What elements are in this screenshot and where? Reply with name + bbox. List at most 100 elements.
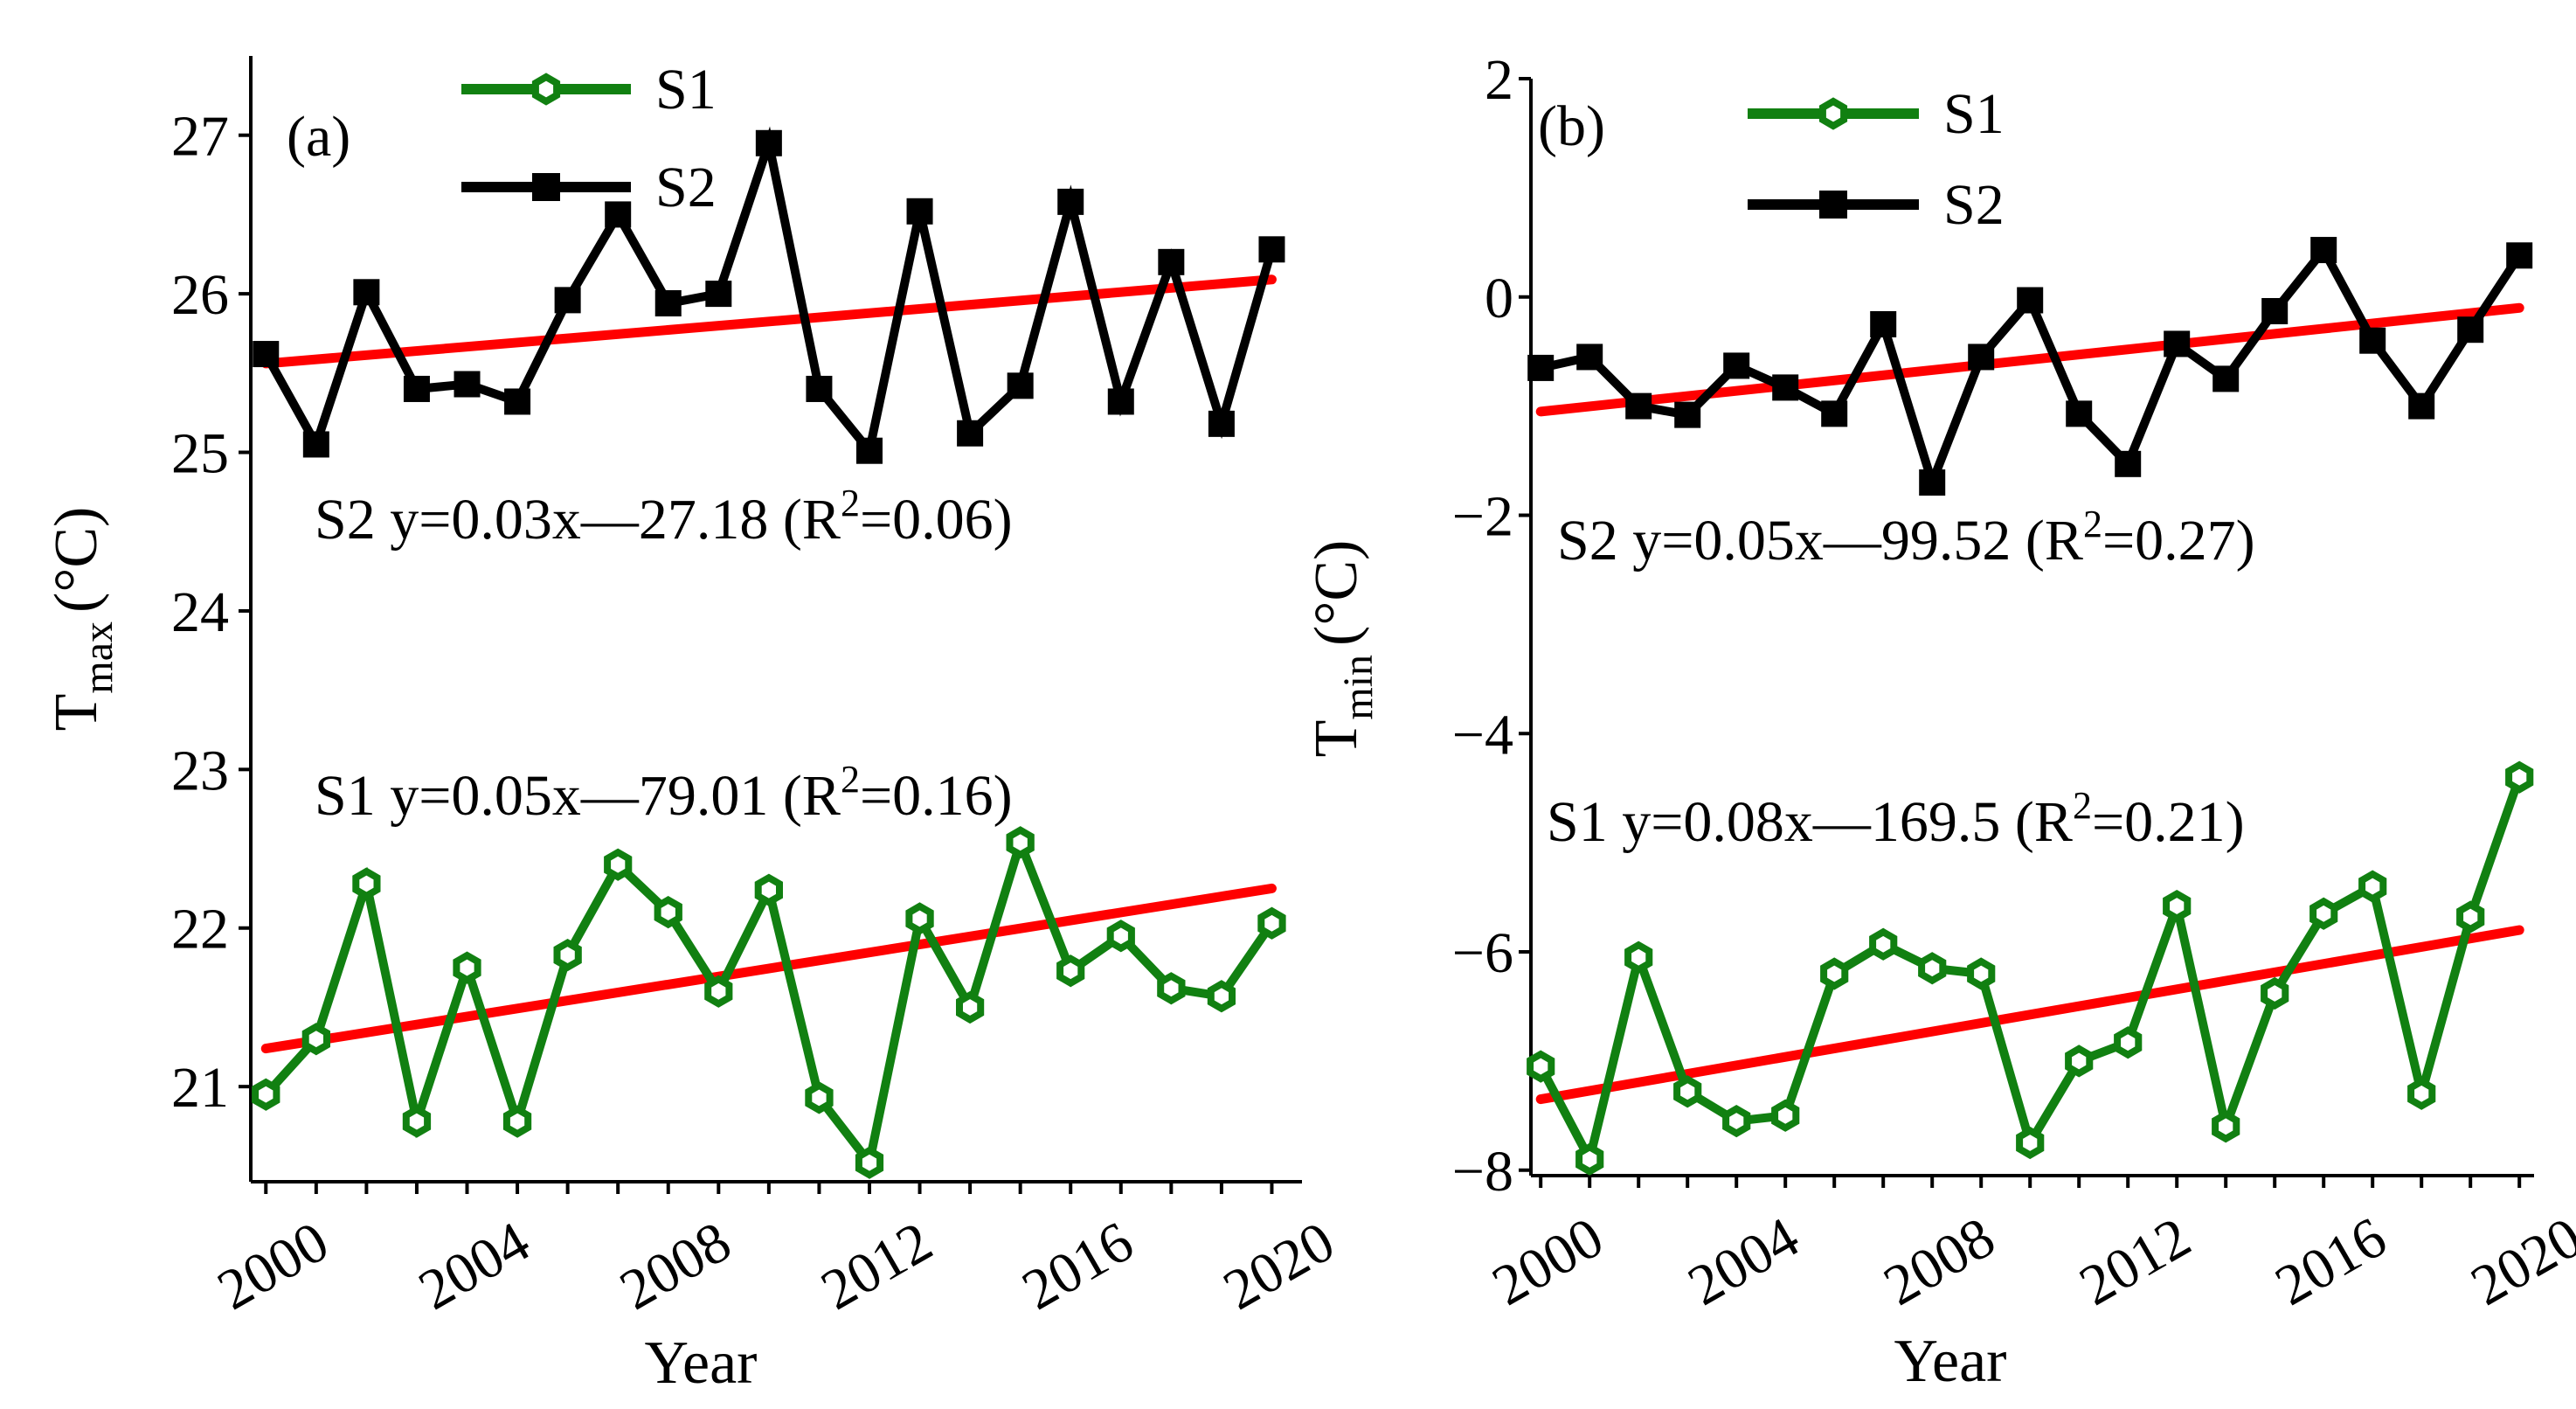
panel-a-s1-point-2006 [553, 938, 582, 972]
panel-b-legend-s2-marker [1819, 191, 1847, 219]
panel-b-y-tick-label: 0 [1485, 267, 1513, 330]
panel-b-s1-point-2011 [2065, 1045, 2094, 1078]
panel-b-x-tick-label: 2016 [2265, 1205, 2397, 1318]
panel-a-legend-s1-marker [531, 73, 561, 106]
panel-b-s2-point-2017 [2359, 327, 2386, 354]
panel-b-s2-point-2013 [2164, 330, 2191, 357]
panel-a-s2-point-2008 [654, 289, 682, 316]
panel-a-s1-point-2009 [704, 975, 733, 1008]
panel-a-s1-point-2001 [301, 1023, 330, 1056]
panel-b-x-tick-label: 2004 [1678, 1205, 1810, 1318]
panel-a-x-ticks: 2000 2004 2008 2012 2016 2020 [207, 1182, 1345, 1322]
panel-b-s1-point-2009 [1967, 957, 1996, 990]
panel-b-s1-point-2017 [2358, 870, 2387, 903]
panel-b-s2-point-2009 [1968, 344, 1995, 371]
panel-a-x-tick-label: 2020 [1213, 1210, 1345, 1322]
panel-b-s2-point-2016 [2310, 237, 2337, 264]
panel-a-s2-point-2006 [554, 287, 581, 314]
panel-a-s2-point-2017 [1107, 388, 1134, 415]
panel-a-s1-point-2013 [905, 902, 934, 935]
panel-b-series [1527, 237, 2534, 1176]
panel-a-s2-point-2016 [1057, 188, 1084, 215]
panel-a-y-tick-label: 25 [171, 422, 229, 486]
panel-b-s2-point-2005 [1772, 374, 1799, 401]
panel-b-legend-s1-marker [1818, 97, 1848, 130]
panel-a-s2-point-2015 [1007, 372, 1034, 399]
panel-b-s2-point-2015 [2261, 297, 2289, 324]
panel-a-s1-point-2018 [1157, 972, 1186, 1005]
panel-b-s2-point-2002 [1625, 392, 1652, 420]
panel-b-s1-point-2001 [1575, 1142, 1604, 1176]
panel-a-legend-s2-marker [532, 173, 560, 201]
panel-a-s2-point-2000 [253, 341, 280, 368]
panel-a-s1-point-2017 [1106, 920, 1135, 953]
panel-a-s1-point-2019 [1207, 980, 1236, 1013]
panel-a-s1-point-2010 [754, 873, 783, 906]
panel-a-legend-s1-label: S1 [655, 58, 717, 121]
panel-b-s1-point-2006 [1820, 957, 1849, 990]
panel-a-s1-point-2012 [855, 1146, 884, 1179]
panel-b-s1-point-2007 [1869, 927, 1898, 961]
panel-a-s1-point-2003 [402, 1105, 432, 1138]
panel-b-s2-point-2012 [2115, 450, 2142, 477]
panel-a-label: (a) [287, 105, 350, 169]
panel-a-s2-point-2002 [353, 279, 380, 306]
panel-b-s2-point-2020 [2506, 242, 2533, 269]
panel-b-x-tick-label: 2000 [1482, 1205, 1614, 1318]
panel-a-s1-point-2005 [502, 1105, 532, 1138]
panel-a-s2-point-2010 [755, 129, 782, 156]
panel-b-y-ticks: −8 −6 −4 −2 0 2 [1452, 48, 1531, 1204]
panel-b-s1-point-2008 [1918, 952, 1947, 985]
panel-b-s2-trend-line [1535, 302, 2524, 417]
panel-b-label: (b) [1538, 94, 1605, 158]
panel-a-y-tick-label: 24 [171, 580, 229, 644]
panel-a-s2-point-2019 [1208, 410, 1235, 437]
panel-b-s1-point-2018 [2407, 1077, 2436, 1110]
panel-b-legend-s1-label: S1 [1943, 82, 2005, 146]
panel-b-s2-equation: S2 y=0.05x—99.52 (R2=0.27) [1557, 503, 2255, 573]
panel-a-s1-point-2002 [352, 867, 381, 900]
panel-b-s2-point-2006 [1821, 400, 1848, 427]
panel-a-trend-lines [260, 274, 1277, 1054]
panel-a-s2-point-2007 [605, 201, 632, 228]
panel-b-s2-point-2011 [2066, 400, 2093, 427]
panel-a-s1-point-2014 [956, 990, 985, 1024]
panel-a-s2-trend-line [260, 274, 1277, 369]
panel-b-s1-point-2002 [1624, 940, 1653, 974]
panel-a-y-tick-label: 21 [171, 1056, 229, 1120]
panel-b-y-tick-label: 2 [1485, 48, 1513, 112]
panel-a-x-tick-label: 2016 [1012, 1210, 1144, 1322]
panel-b-s1-point-2019 [2456, 900, 2485, 934]
panel-b-s1-point-2012 [2114, 1026, 2143, 1059]
panel-b-s1-trend-line [1535, 925, 2524, 1105]
panel-a-s1-point-2000 [252, 1078, 280, 1111]
panel-a-s1-point-2007 [604, 848, 633, 881]
panel-b-y-tick-label: −2 [1452, 485, 1513, 549]
panel-a-s2-point-2020 [1258, 236, 1285, 263]
panel-a-s1-point-2015 [1006, 826, 1035, 859]
panel-a-s2-equation: S2 y=0.03x—27.18 (R2=0.06) [315, 482, 1013, 552]
panel-a-legend: S1 S2 [461, 58, 717, 219]
panel-b-x-axis-title: Year [1894, 1328, 2007, 1395]
panel-b-y-tick-label: −8 [1452, 1140, 1513, 1204]
panel-b-s1-point-2020 [2505, 760, 2534, 794]
panel-b-y-tick-label: −4 [1452, 703, 1513, 767]
panel-b-legend: S1 S2 [1748, 82, 2005, 237]
panel-b-s1-point-2013 [2163, 889, 2192, 923]
panel-a-y-tick-label: 22 [171, 898, 229, 961]
panel-b-s2-point-2014 [2212, 365, 2240, 392]
panel-b-s1-point-2000 [1527, 1050, 1555, 1083]
panel-b-s1-point-2014 [2212, 1110, 2240, 1143]
panel-b-s2-point-2008 [1919, 469, 1946, 496]
panel-a-s2-point-2011 [806, 375, 833, 402]
panel-a-legend-s2-label: S2 [655, 156, 717, 219]
panel-b-s1-equation: S1 y=0.08x—169.5 (R2=0.21) [1547, 784, 2245, 854]
panel-a-s2-point-2003 [403, 375, 430, 402]
panel-b-y-tick-label: −6 [1452, 921, 1513, 985]
panel-b-s2-point-2003 [1674, 401, 1701, 428]
panel-b-s1-point-2015 [2261, 976, 2289, 1010]
panel-a-s1-point-2020 [1257, 906, 1286, 940]
panel-a-s1-point-2008 [654, 895, 682, 929]
